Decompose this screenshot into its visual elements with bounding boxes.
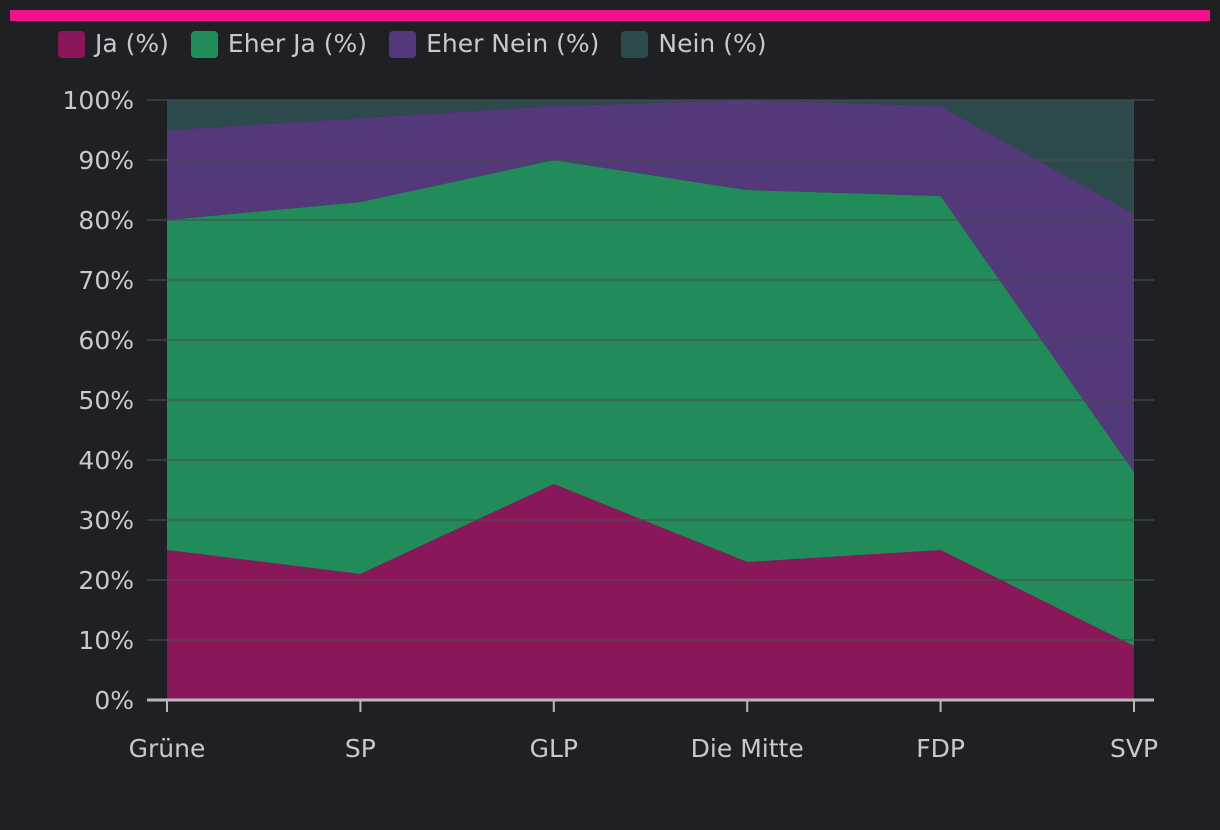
y-tick-label-1: 10%	[78, 626, 134, 655]
x-tick-label-5: SVP	[1110, 734, 1158, 763]
y-tick-label-8: 80%	[78, 206, 134, 235]
area-series-3[interactable]	[167, 100, 1134, 214]
legend-swatch-ja	[58, 30, 85, 58]
legend-swatch-eher-nein	[389, 30, 417, 58]
x-tick-label-1: SP	[345, 734, 376, 763]
legend-label-nein: Nein (%)	[658, 29, 767, 58]
y-tick-label-0: 0%	[94, 686, 134, 715]
legend-item-nein[interactable]: Nein (%)	[621, 28, 766, 60]
x-tick-label-4: FDP	[916, 734, 965, 763]
y-tick-label-4: 40%	[78, 446, 134, 475]
y-tick-label-9: 90%	[78, 146, 134, 175]
area-series-0[interactable]	[167, 484, 1134, 700]
x-tick-label-3: Die Mitte	[691, 734, 804, 763]
legend-swatch-eher-ja	[190, 30, 218, 58]
legend-label-eher-nein: Eher Nein (%)	[426, 29, 600, 58]
x-tick-label-0: Grüne	[129, 734, 206, 763]
legend-item-eher-nein[interactable]: Eher Nein (%)	[389, 28, 599, 60]
area-series-2[interactable]	[167, 100, 1134, 472]
legend-item-ja[interactable]: Ja (%)	[58, 28, 169, 60]
accent-top-bar	[10, 10, 1210, 21]
axis-layer	[147, 698, 1154, 712]
y-tick-label-2: 20%	[78, 566, 134, 595]
y-tick-label-3: 30%	[78, 506, 134, 535]
y-tick-label-5: 50%	[78, 386, 134, 415]
label-layer: 0% 10% 20% 30% 40% 50% 60% 70% 80% 90% 100% Grüne SP…	[63, 86, 1159, 763]
y-tick-label-7: 70%	[78, 266, 134, 295]
legend-label-ja: Ja (%)	[95, 29, 169, 58]
area-layer	[167, 100, 1134, 700]
chart-legend: Ja (%) Eher Ja (%) Eher Nein (%) Nein (%…	[58, 28, 766, 60]
grid-layer	[147, 99, 1154, 641]
legend-swatch-nein	[621, 30, 649, 58]
legend-item-eher-ja[interactable]: Eher Ja (%)	[190, 28, 368, 60]
y-tick-label-10: 100%	[63, 86, 134, 115]
y-tick-label-6: 60%	[78, 326, 134, 355]
legend-label-eher-ja: Eher Ja (%)	[227, 29, 368, 58]
x-tick-label-2: GLP	[530, 734, 578, 763]
area-series-1[interactable]	[167, 160, 1134, 646]
